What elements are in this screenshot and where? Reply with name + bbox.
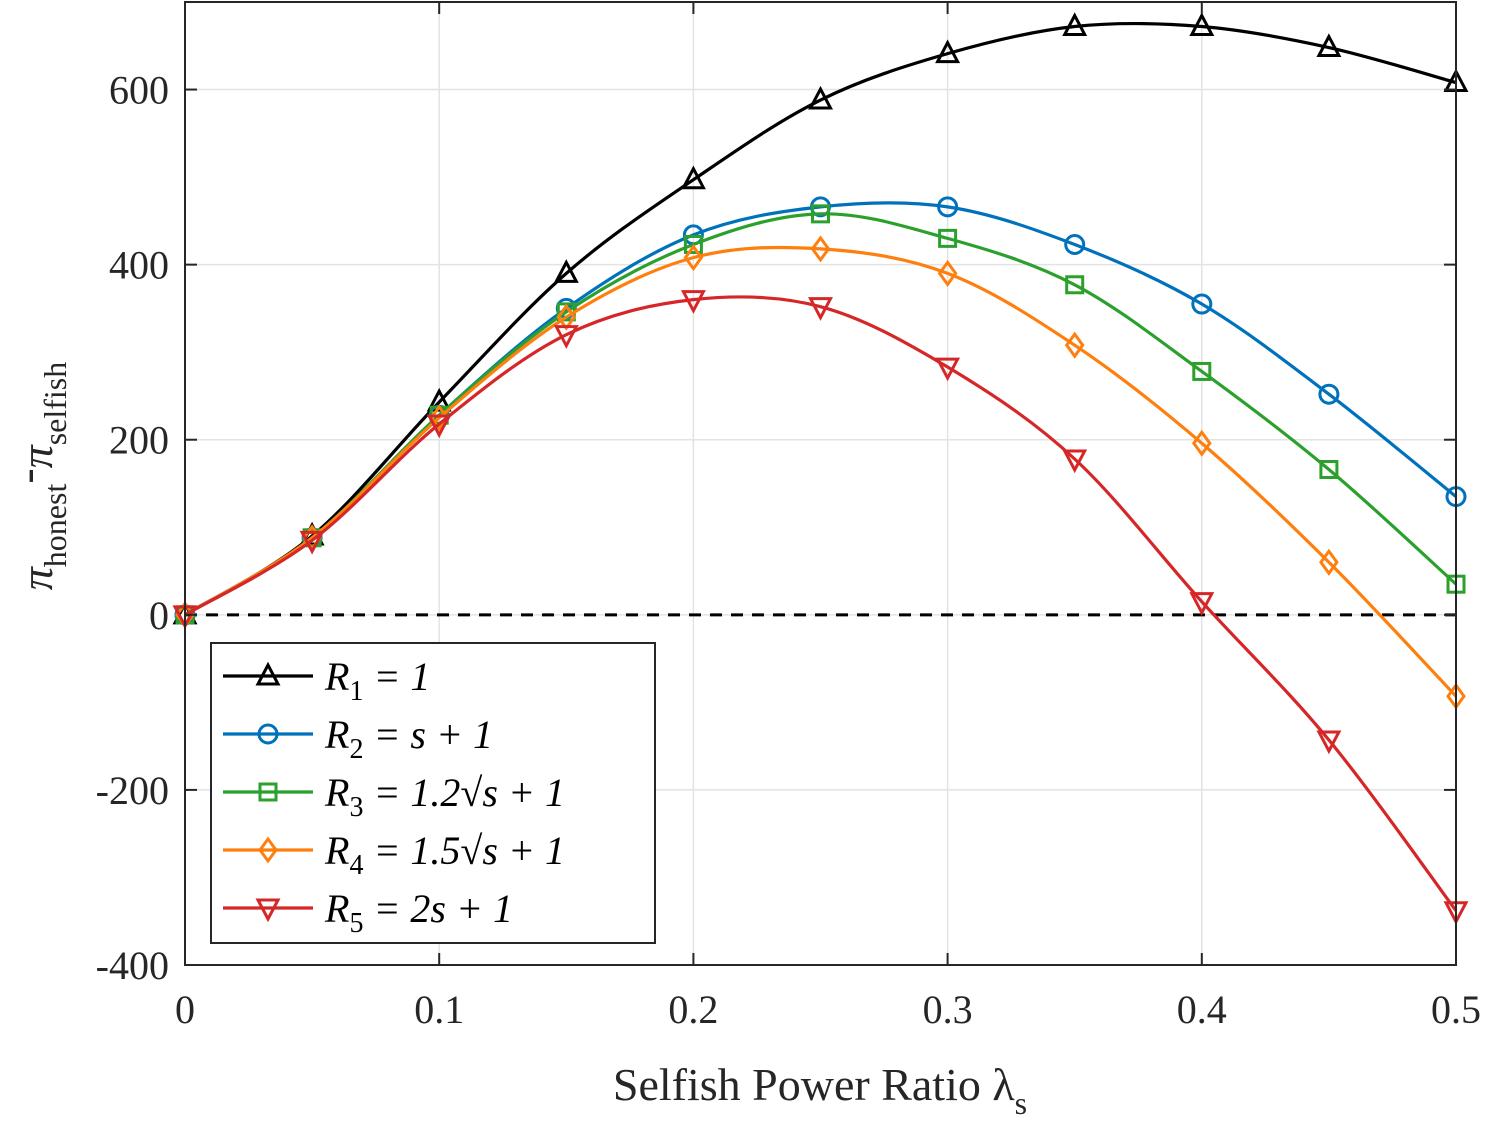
y-tick-label: -400 <box>96 943 169 988</box>
legend-box <box>210 642 656 944</box>
legend: R1 = 1R2 = s + 1R3 = 1.2√s + 1R4 = 1.5√s… <box>210 642 656 944</box>
y-axis-title-pi-1: π <box>11 565 62 590</box>
legend-label-expr: = 1 <box>363 654 430 699</box>
legend-label-2: R2 = s + 1 <box>324 712 493 765</box>
legend-entry-1: R1 = 1 <box>223 654 430 707</box>
series-5-point <box>426 414 452 439</box>
x-tick-label: 0.5 <box>1431 987 1481 1032</box>
series-4 <box>175 235 1466 710</box>
y-axis-title-dash: - <box>1 468 52 483</box>
series-4-point <box>683 244 704 272</box>
legend-label-sub: 1 <box>349 676 363 707</box>
legend-label-expr: = 2s + 1 <box>363 886 513 931</box>
legend-label-var: R <box>324 886 349 931</box>
series-1-point <box>1189 12 1215 37</box>
series-3-point <box>1065 275 1085 295</box>
legend-entry-4: R4 = 1.5√s + 1 <box>223 828 565 881</box>
series-3-point <box>1192 361 1212 381</box>
x-tick-label: 0 <box>175 987 195 1032</box>
series-1-point <box>426 387 452 412</box>
legend-label-sub: 3 <box>349 792 363 823</box>
series-3-point <box>811 204 830 224</box>
x-tick-label: 0.4 <box>1177 987 1227 1032</box>
y-tick-label: 400 <box>109 243 169 288</box>
y-tick-label: 600 <box>109 68 169 113</box>
legend-label-var: R <box>324 828 349 873</box>
legend-label-4: R4 = 1.5√s + 1 <box>324 828 565 881</box>
y-axis-title-pi-2: π <box>11 443 62 468</box>
legend-label-5: R5 = 2s + 1 <box>324 886 513 939</box>
series-5-point <box>1062 449 1088 474</box>
legend-marker-3 <box>258 782 278 802</box>
series-2-point <box>1318 383 1340 405</box>
y-tick-label: 0 <box>149 593 169 638</box>
x-tick-label: 0.1 <box>414 987 464 1032</box>
legend-marker-2 <box>257 723 279 745</box>
series-1-line <box>184 21 1457 617</box>
legend-label-var: R <box>324 770 349 815</box>
legend-label-var: R <box>324 712 349 757</box>
series-4-point <box>1064 331 1085 359</box>
series-5 <box>172 290 1469 925</box>
y-tick-label: -200 <box>96 768 169 813</box>
legend-marker-1 <box>255 661 281 686</box>
series-4-point <box>429 404 450 432</box>
legend-label-sub: 2 <box>349 734 363 765</box>
series-3-point <box>938 228 958 248</box>
series-1-point <box>553 259 579 283</box>
series-4-point <box>1319 548 1339 576</box>
series-5-point <box>935 357 961 382</box>
series-4-point <box>1191 429 1212 457</box>
series-5-line <box>184 295 1458 912</box>
series-1-point <box>1062 12 1088 37</box>
series-5-point <box>1316 730 1342 755</box>
series-5-point <box>553 325 579 349</box>
y-tick-label: 200 <box>109 418 169 463</box>
series-5-point <box>680 290 706 314</box>
x-axis-title: Selfish Power Ratio λs <box>613 1059 1027 1121</box>
legend-entry-3: R3 = 1.2√s + 1 <box>223 770 565 823</box>
legend-label-sub: 5 <box>349 908 363 939</box>
series-5-point <box>299 530 325 555</box>
series-3-point <box>1319 459 1339 479</box>
series-layer <box>172 12 1469 925</box>
legend-label-1: R1 = 1 <box>324 654 430 707</box>
y-axis-title: πhonest-πselfish <box>1 362 73 591</box>
plot-area-frame <box>184 1 1457 966</box>
series-5-point <box>1189 592 1215 616</box>
legend-label-var: R <box>324 654 349 699</box>
x-axis-title-subscript: s <box>1015 1085 1027 1121</box>
legend-label-sub: 4 <box>349 850 363 881</box>
series-4-line <box>184 245 1458 698</box>
series-1-point <box>935 39 961 64</box>
series-1-point <box>808 85 833 110</box>
legend-marker-4 <box>258 836 278 864</box>
legend-label-expr: = s + 1 <box>363 712 493 757</box>
legend-label-expr: = 1.2√s + 1 <box>363 770 565 815</box>
series-3-point <box>683 235 703 255</box>
series-4-point <box>937 259 958 287</box>
series-4-point <box>810 235 831 263</box>
x-tick-label: 0.2 <box>668 987 718 1032</box>
series-2-point <box>937 196 959 218</box>
series-2-point <box>1064 234 1086 256</box>
legend-marker-5 <box>255 898 281 923</box>
y-axis-title-sub-2: selfish <box>37 362 73 446</box>
legend-entry-2: R2 = s + 1 <box>223 712 493 765</box>
tick-layer: 0 0.1 0.2 0.3 0.4 0.5 -400 -200 0 200 400 600 <box>96 2 1481 1032</box>
legend-label-3: R3 = 1.2√s + 1 <box>324 770 565 823</box>
y-axis-title-sub-1: honest <box>37 484 73 568</box>
series-1-point <box>1316 33 1342 58</box>
legend-label-expr: = 1.5√s + 1 <box>363 828 565 873</box>
legend-entry-5: R5 = 2s + 1 <box>223 886 513 939</box>
series-2-point <box>1191 293 1213 315</box>
series-5-point <box>808 297 833 321</box>
x-axis-title-main: Selfish Power Ratio λ <box>613 1059 1015 1110</box>
x-tick-label: 0.3 <box>923 987 973 1032</box>
series-1-point <box>680 165 706 190</box>
